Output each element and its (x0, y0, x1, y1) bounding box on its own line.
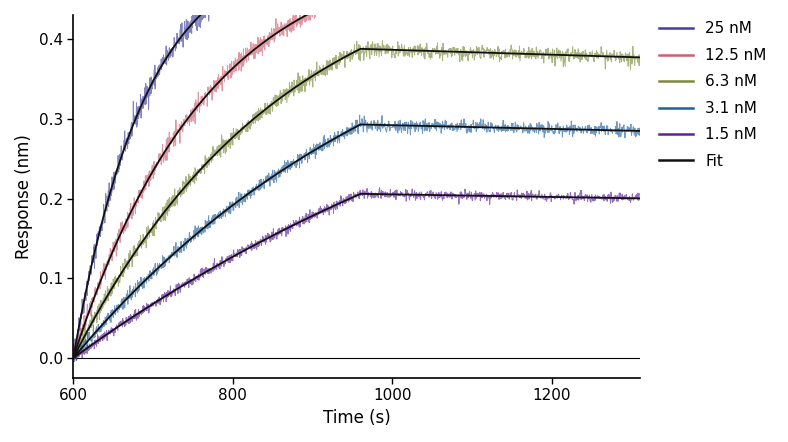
Y-axis label: Response (nm): Response (nm) (15, 134, 33, 259)
X-axis label: Time (s): Time (s) (322, 409, 390, 427)
Legend: 25 nM, 12.5 nM, 6.3 nM, 3.1 nM, 1.5 nM, Fit: 25 nM, 12.5 nM, 6.3 nM, 3.1 nM, 1.5 nM, … (653, 15, 772, 175)
